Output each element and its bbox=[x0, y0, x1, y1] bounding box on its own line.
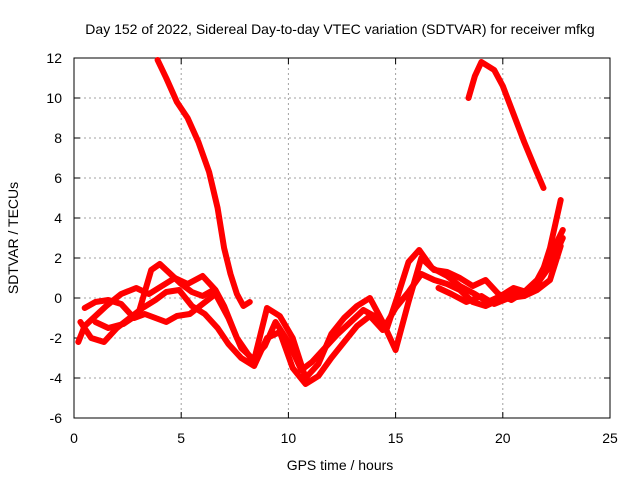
x-tick-labels: 0 5 10 15 20 25 bbox=[70, 430, 618, 446]
data-series bbox=[75, 57, 566, 387]
axis-ticks bbox=[73, 57, 611, 419]
series-line-sat-e bbox=[81, 227, 566, 381]
y-tick-label: 10 bbox=[46, 90, 62, 106]
series-line-sat-f bbox=[92, 235, 566, 331]
y-tick-label: 2 bbox=[54, 250, 62, 266]
y-tick-label: 6 bbox=[54, 170, 62, 186]
x-tick-label: 10 bbox=[281, 430, 297, 446]
x-tick-label: 15 bbox=[388, 430, 404, 446]
y-tick-label: 0 bbox=[54, 290, 62, 306]
plot-frame bbox=[73, 57, 611, 419]
y-tick-labels: -6 -4 -2 0 2 4 6 8 10 12 bbox=[46, 50, 62, 426]
y-tick-label: -6 bbox=[50, 410, 63, 426]
y-tick-label: -2 bbox=[50, 330, 63, 346]
y-tick-label: 12 bbox=[46, 50, 62, 66]
chart-title: Day 152 of 2022, Sidereal Day-to-day VTE… bbox=[85, 21, 594, 37]
y-tick-label: -4 bbox=[50, 370, 63, 386]
x-tick-label: 0 bbox=[70, 430, 78, 446]
y-tick-label: 4 bbox=[54, 210, 62, 226]
grid-lines bbox=[74, 58, 610, 418]
series-line-sat-a bbox=[154, 57, 253, 309]
x-tick-label: 20 bbox=[495, 430, 511, 446]
x-tick-label: 25 bbox=[602, 430, 618, 446]
y-tick-label: 8 bbox=[54, 130, 62, 146]
x-tick-label: 5 bbox=[177, 430, 185, 446]
y-axis-label: SDTVAR / TECUs bbox=[5, 182, 21, 294]
x-axis-label: GPS time / hours bbox=[287, 457, 394, 473]
series-line-sat-d bbox=[77, 243, 564, 387]
series-line-sat-b bbox=[465, 59, 547, 191]
